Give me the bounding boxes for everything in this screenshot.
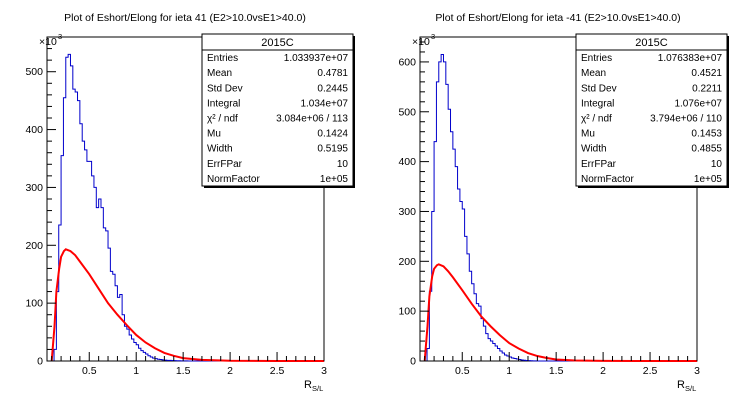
stats-row-value: 0.5195 xyxy=(317,144,348,155)
stats-row-value: 0.4521 xyxy=(691,68,722,79)
y-tick-label: 300 xyxy=(25,182,43,194)
stats-row-value: 1.076e+07 xyxy=(674,98,722,109)
x-axis-label: R xyxy=(677,379,685,391)
y-multiplier-exponent: 3 xyxy=(58,32,62,41)
stats-row-label: Mu xyxy=(581,129,595,140)
x-tick-label: 2 xyxy=(227,365,233,377)
y-tick-label: 200 xyxy=(398,256,416,268)
x-tick-label: 1.5 xyxy=(176,365,191,377)
stats-title: 2015C xyxy=(635,37,667,49)
x-tick-label: 0.5 xyxy=(455,365,470,377)
y-tick-label: 100 xyxy=(25,298,43,310)
right-panel: Plot of Eshort/Elong for ieta -41 (E2>10… xyxy=(398,12,729,393)
stats-row-value: 3.084e+06 / 113 xyxy=(276,114,348,125)
stats-row-value: 0.4855 xyxy=(691,144,722,155)
x-axis-label-subscript: S/L xyxy=(685,384,696,393)
x-tick-label: 0.5 xyxy=(82,365,97,377)
x-tick-label: 3 xyxy=(694,365,700,377)
y-multiplier-exponent: 3 xyxy=(431,32,435,41)
x-tick-label: 2.5 xyxy=(270,365,285,377)
stats-row-label: Mean xyxy=(581,68,606,79)
y-tick-label: 500 xyxy=(25,66,43,78)
fit-curve xyxy=(50,248,324,362)
chart-title: Plot of Eshort/Elong for ieta 41 (E2>10.… xyxy=(64,12,306,24)
fit-curve xyxy=(423,263,697,362)
stats-row-label: Integral xyxy=(207,98,240,109)
stats-row-label: Std Dev xyxy=(581,83,617,94)
x-axis-label: R xyxy=(304,379,312,391)
stats-row-label: NormFactor xyxy=(207,174,260,185)
stats-row-value: 10 xyxy=(711,159,723,170)
stats-row-label: Width xyxy=(207,144,233,155)
y-tick-label: 0 xyxy=(410,356,416,368)
stats-row-value: 1e+05 xyxy=(694,174,723,185)
y-tick-label: 600 xyxy=(398,56,416,68)
stats-row-value: 0.2445 xyxy=(317,83,348,94)
x-tick-label: 1 xyxy=(133,365,139,377)
y-tick-label: 400 xyxy=(398,156,416,168)
stats-row-value: 0.2211 xyxy=(692,83,722,94)
chart-title: Plot of Eshort/Elong for ieta -41 (E2>10… xyxy=(435,12,680,24)
stats-row-label: Integral xyxy=(581,98,614,109)
stats-row-label: χ² / ndf xyxy=(581,114,612,125)
stats-row-label: Std Dev xyxy=(207,83,243,94)
stats-box-frame xyxy=(201,33,354,187)
stats-row-value: 10 xyxy=(337,159,349,170)
stats-row-value: 1.033937e+07 xyxy=(284,53,349,64)
stats-box: 2015C Entries 1.076383e+07 Mean 0.4521 Std De… xyxy=(575,33,729,188)
stats-row-label: Entries xyxy=(207,53,238,64)
stats-row-label: ErrFPar xyxy=(207,159,243,170)
stats-box: 2015C Entries 1.033937e+07 Mean 0.4781 Std De… xyxy=(201,33,355,188)
stats-row-value: 3.794e+06 / 110 xyxy=(650,114,722,125)
x-axis-label-subscript: S/L xyxy=(312,384,323,393)
stats-row-label: Width xyxy=(581,144,607,155)
y-tick-label: 400 xyxy=(25,124,43,136)
stats-row-value: 0.1453 xyxy=(691,129,722,140)
stats-row-value: 0.4781 xyxy=(317,68,348,79)
stats-row-label: NormFactor xyxy=(581,174,634,185)
stats-title: 2015C xyxy=(261,37,293,49)
stats-row-label: Mean xyxy=(207,68,232,79)
stats-row-label: Entries xyxy=(581,53,612,64)
x-tick-label: 1.5 xyxy=(549,365,564,377)
stats-row-label: ErrFPar xyxy=(581,159,617,170)
stats-row-value: 1e+05 xyxy=(320,174,349,185)
y-tick-label: 0 xyxy=(37,356,43,368)
x-tick-label: 2.5 xyxy=(643,365,658,377)
stats-row-label: Mu xyxy=(207,129,221,140)
y-multiplier: ×10 xyxy=(412,36,430,48)
x-tick-label: 2 xyxy=(600,365,606,377)
y-multiplier: ×10 xyxy=(39,36,57,48)
y-tick-label: 300 xyxy=(398,206,416,218)
x-tick-label: 1 xyxy=(506,365,512,377)
y-tick-label: 500 xyxy=(398,106,416,118)
stats-box-frame xyxy=(575,33,728,187)
y-tick-label: 100 xyxy=(398,306,416,318)
stats-row-value: 1.076383e+07 xyxy=(658,53,723,64)
x-tick-label: 3 xyxy=(321,365,327,377)
y-tick-label: 200 xyxy=(25,240,43,252)
left-panel: Plot of Eshort/Elong for ieta 41 (E2>10.… xyxy=(25,12,355,393)
stats-row-value: 1.034e+07 xyxy=(300,98,348,109)
stats-row-label: χ² / ndf xyxy=(207,114,238,125)
stats-row-value: 0.1424 xyxy=(317,129,348,140)
